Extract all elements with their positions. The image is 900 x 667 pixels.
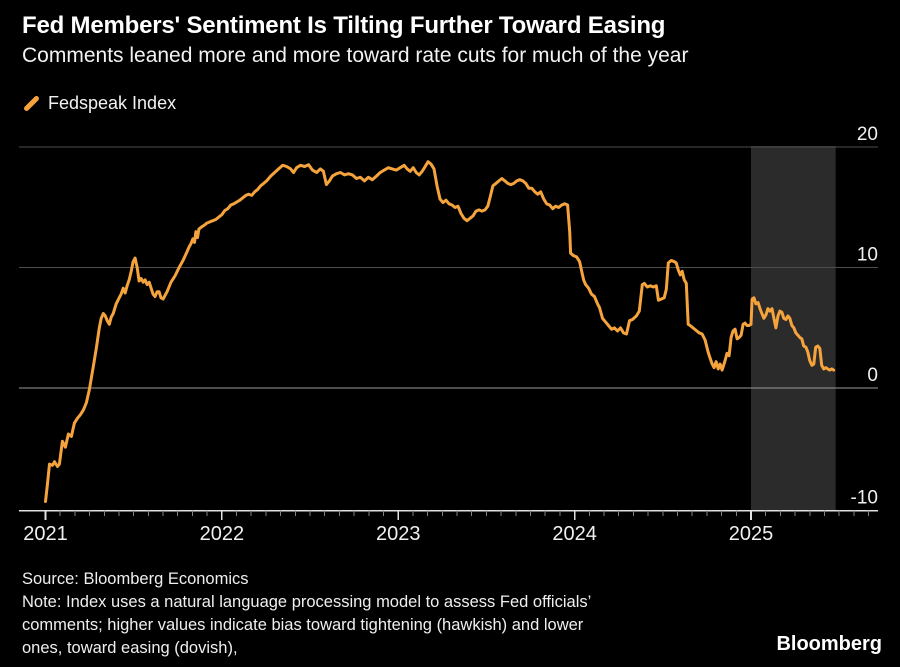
x-axis-tick-label: 2024 — [552, 523, 597, 545]
note-line-1: Note: Index uses a natural language proc… — [22, 593, 592, 611]
fedspeak-index-series-line — [44, 160, 836, 503]
legend-label: Fedspeak Index — [48, 92, 177, 113]
line-series-legend-icon — [23, 94, 40, 112]
legend: Fedspeak Index — [22, 92, 176, 114]
y-axis-tick-label: -10 — [851, 488, 878, 509]
source-line: Source: Bloomberg Economics — [22, 570, 249, 588]
chart-title: Fed Members' Sentiment Is Tilting Furthe… — [22, 12, 666, 39]
x-axis-tick-label: 2021 — [23, 523, 68, 545]
y-axis-tick-label: 10 — [857, 245, 878, 266]
y-axis-tick-label: 0 — [867, 365, 878, 386]
note-line-2: comments; higher values indicate bias to… — [22, 616, 584, 634]
bloomberg-logo: Bloomberg — [776, 633, 882, 655]
x-axis-tick-label: 2022 — [200, 523, 245, 545]
footnote-block: Source: Bloomberg Economics Note: Index … — [22, 568, 591, 660]
x-axis-tick-label: 2023 — [376, 523, 421, 545]
note-line-3: ones, toward easing (dovish), — [22, 639, 238, 657]
chart-subtitle: Comments leaned more and more toward rat… — [22, 44, 689, 67]
fedspeak-index-line-chart: 2021 2022 2023 2024 2025 20 10 0 -10 — [19, 124, 878, 545]
x-axis-tick-label: 2025 — [729, 523, 774, 545]
y-axis-tick-label: 20 — [857, 124, 878, 145]
